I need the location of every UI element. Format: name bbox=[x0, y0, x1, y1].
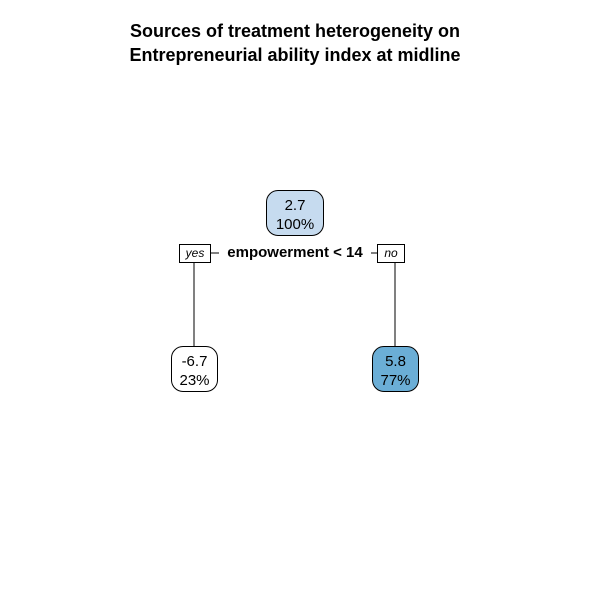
yes-branch-tag: yes bbox=[179, 244, 211, 263]
root-node-value: 2.7 bbox=[267, 196, 323, 215]
split-condition-label: empowerment < 14 bbox=[219, 243, 371, 262]
no-branch-tag: no bbox=[377, 244, 405, 263]
root-node: 2.7 100% bbox=[266, 190, 324, 236]
right-leaf-percent: 77% bbox=[373, 371, 418, 390]
right-leaf-node: 5.8 77% bbox=[372, 346, 419, 392]
right-leaf-value: 5.8 bbox=[373, 352, 418, 371]
left-leaf-value: -6.7 bbox=[172, 352, 217, 371]
left-leaf-node: -6.7 23% bbox=[171, 346, 218, 392]
root-node-percent: 100% bbox=[267, 215, 323, 234]
left-leaf-percent: 23% bbox=[172, 371, 217, 390]
